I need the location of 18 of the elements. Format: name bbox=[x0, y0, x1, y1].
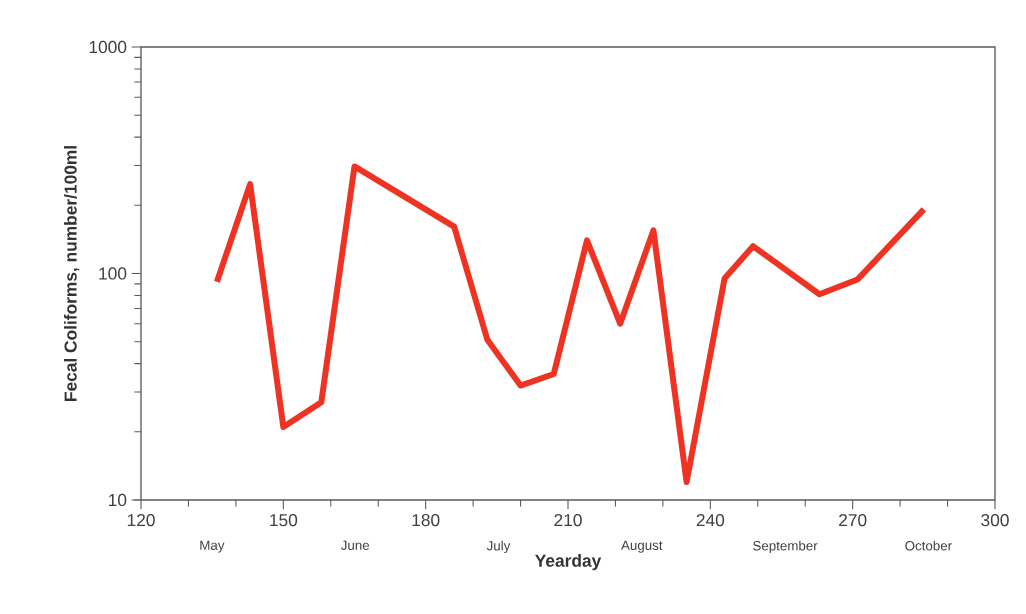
x-tick-label: 150 bbox=[270, 513, 298, 527]
x-tick-label: 300 bbox=[981, 513, 1009, 527]
x-tick-label: 120 bbox=[127, 513, 155, 527]
y-tick-label: 1000 bbox=[89, 40, 127, 54]
x-tick-label: 210 bbox=[554, 513, 582, 527]
text: May bbox=[200, 540, 225, 553]
text: August bbox=[621, 540, 663, 553]
y-tick-label: 100 bbox=[99, 267, 127, 280]
text: June bbox=[340, 540, 370, 550]
text: October bbox=[905, 540, 952, 551]
text: July bbox=[486, 540, 511, 554]
y-axis-title: Fecal Coliforms, number/100ml bbox=[64, 146, 80, 401]
x-axis-title: Yearday bbox=[535, 554, 602, 571]
x-tick-label: 240 bbox=[696, 513, 725, 527]
x-tick-label: 180 bbox=[412, 513, 440, 527]
x-tick-label: 270 bbox=[839, 513, 867, 527]
y-tick-label: 10 bbox=[109, 493, 127, 507]
text: September bbox=[753, 540, 818, 554]
